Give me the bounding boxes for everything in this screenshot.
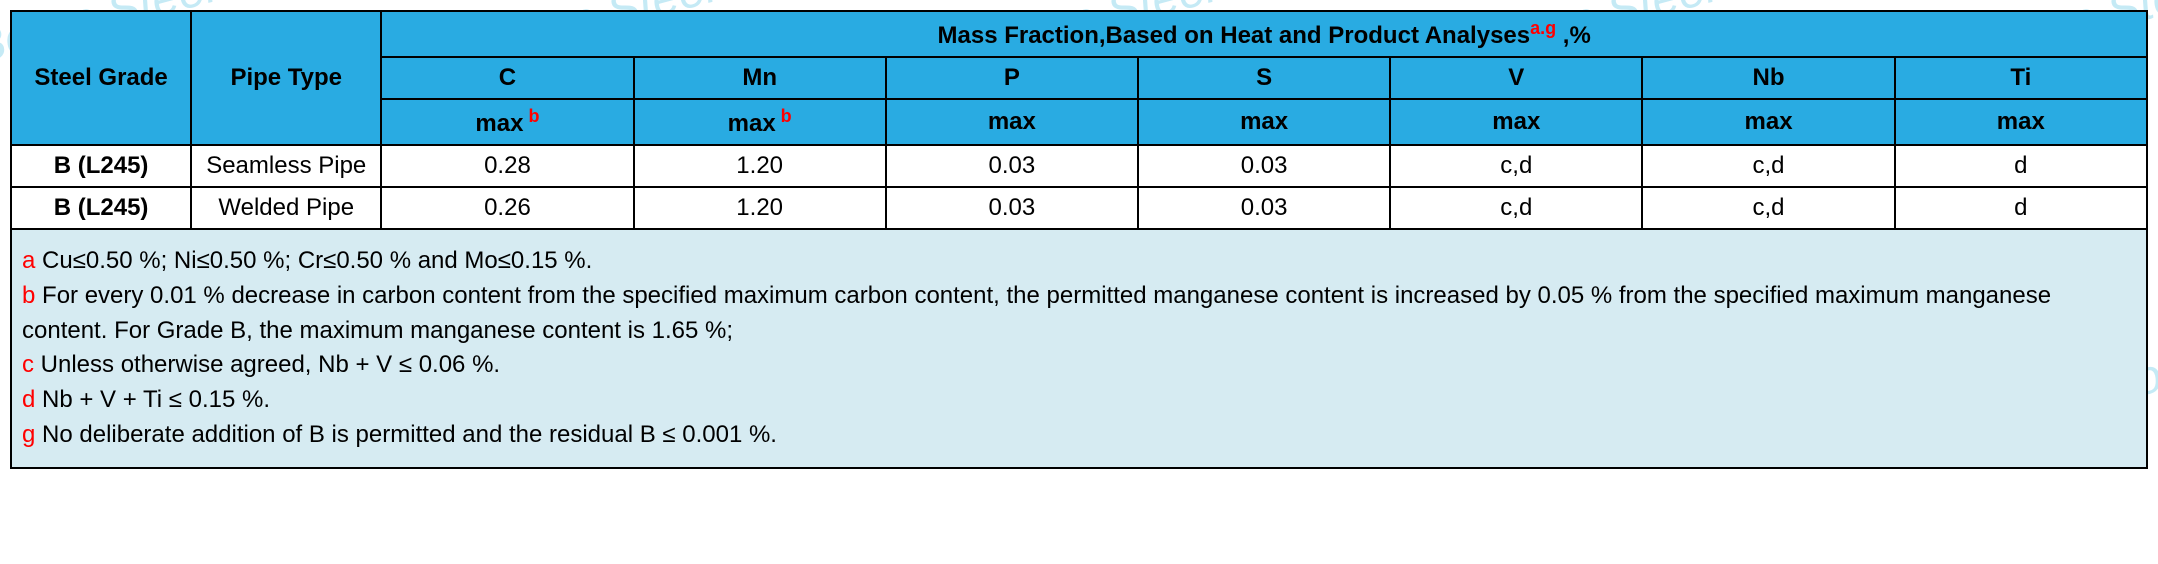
header-limit-6: max xyxy=(1895,99,2147,145)
cell-value: c,d xyxy=(1642,145,1894,187)
header-mass-fraction: Mass Fraction,Based on Heat and Product … xyxy=(381,11,2147,57)
cell-value: d xyxy=(1895,187,2147,229)
header-element-nb: Nb xyxy=(1642,57,1894,99)
header-limit-5: max xyxy=(1642,99,1894,145)
table-row: B (L245)Seamless Pipe0.281.200.030.03c,d… xyxy=(11,145,2147,187)
header-element-v: V xyxy=(1390,57,1642,99)
cell-value: c,d xyxy=(1642,187,1894,229)
cell-pipe-type: Welded Pipe xyxy=(191,187,381,229)
header-element-ti: Ti xyxy=(1895,57,2147,99)
cell-value: c,d xyxy=(1390,187,1642,229)
header-element-mn: Mn xyxy=(634,57,886,99)
header-limit-3: max xyxy=(1138,99,1390,145)
cell-value: d xyxy=(1895,145,2147,187)
chemical-composition-table: Steel Grade Pipe Type Mass Fraction,Base… xyxy=(10,10,2148,230)
cell-value: 0.03 xyxy=(886,187,1138,229)
header-limit-4: max xyxy=(1390,99,1642,145)
cell-value: 1.20 xyxy=(634,145,886,187)
footnote-a: a Cu≤0.50 %; Ni≤0.50 %; Cr≤0.50 % and Mo… xyxy=(22,244,2136,279)
cell-value: 0.28 xyxy=(381,145,633,187)
header-limit-1: max b xyxy=(634,99,886,145)
header-limit-0: max b xyxy=(381,99,633,145)
header-element-c: C xyxy=(381,57,633,99)
mass-fraction-sup: a.g xyxy=(1530,18,1556,38)
footnote-g: g No deliberate addition of B is permitt… xyxy=(22,418,2136,453)
header-limit-2: max xyxy=(886,99,1138,145)
header-element-s: S xyxy=(1138,57,1390,99)
cell-value: 0.26 xyxy=(381,187,633,229)
cell-value: 0.03 xyxy=(886,145,1138,187)
header-steel-grade: Steel Grade xyxy=(11,11,191,145)
footnote-c: c Unless otherwise agreed, Nb + V ≤ 0.06… xyxy=(22,348,2136,383)
cell-pipe-type: Seamless Pipe xyxy=(191,145,381,187)
cell-value: 0.03 xyxy=(1138,145,1390,187)
mass-fraction-suffix: ,% xyxy=(1556,22,1591,49)
header-element-p: P xyxy=(886,57,1138,99)
mass-fraction-label: Mass Fraction,Based on Heat and Product … xyxy=(938,22,1531,49)
cell-grade: B (L245) xyxy=(11,187,191,229)
cell-value: 1.20 xyxy=(634,187,886,229)
cell-value: 0.03 xyxy=(1138,187,1390,229)
table-row: B (L245)Welded Pipe0.261.200.030.03c,dc,… xyxy=(11,187,2147,229)
header-pipe-type: Pipe Type xyxy=(191,11,381,145)
cell-value: c,d xyxy=(1390,145,1642,187)
cell-grade: B (L245) xyxy=(11,145,191,187)
footnote-b: b For every 0.01 % decrease in carbon co… xyxy=(22,279,2136,349)
footnotes-block: a Cu≤0.50 %; Ni≤0.50 %; Cr≤0.50 % and Mo… xyxy=(10,230,2148,469)
footnote-d: d Nb + V + Ti ≤ 0.15 %. xyxy=(22,383,2136,418)
chemical-composition-table-wrap: Steel Grade Pipe Type Mass Fraction,Base… xyxy=(0,0,2158,479)
